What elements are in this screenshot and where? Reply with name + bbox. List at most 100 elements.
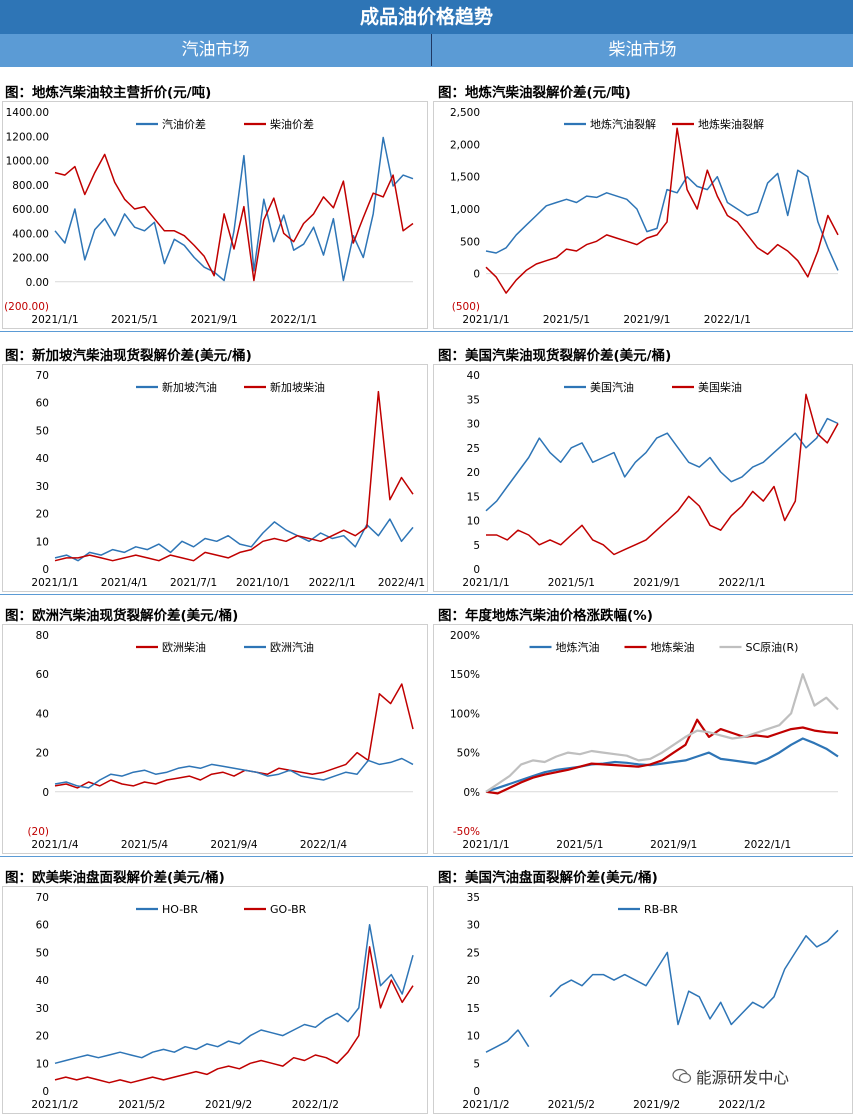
y-tick-label: 1400.00 xyxy=(6,107,49,119)
y-tick-label: 30 xyxy=(36,1003,49,1015)
y-tick-label: 200.00 xyxy=(12,253,49,265)
y-tick-label: 1,500 xyxy=(450,172,480,184)
wechat-icon xyxy=(672,1068,692,1084)
chart-refinery-discount: (200.00) 0.00 200.00 400.00 600.00 800.00 1000… xyxy=(2,101,428,329)
y-tick-label: 15 xyxy=(467,491,480,503)
legend-label: 柴油价差 xyxy=(270,117,314,131)
y-tick-label: 60 xyxy=(36,398,49,410)
y-tick-label: 800.00 xyxy=(12,180,49,192)
y-tick-label: 2,500 xyxy=(450,107,480,119)
x-tick-label: 2021/5/1 xyxy=(111,314,158,326)
y-tick-label: 10 xyxy=(467,1031,480,1043)
x-tick-label: 2021/1/1 xyxy=(31,314,78,326)
y-tick-label: -50% xyxy=(453,826,480,838)
y-tick-label: 25 xyxy=(467,443,480,455)
y-tick-label: 1000.00 xyxy=(6,156,49,168)
y-tick-label: 15 xyxy=(467,1003,480,1015)
x-tick-label: 2021/9/2 xyxy=(633,1099,680,1111)
x-tick-label: 2021/10/1 xyxy=(236,577,290,589)
y-tick-label: 60 xyxy=(36,920,49,932)
series-line xyxy=(54,136,414,282)
y-tick-label: 20 xyxy=(36,748,49,760)
legend-label: 地炼汽油裂解 xyxy=(590,117,656,131)
x-tick-label: 2021/5/1 xyxy=(543,314,590,326)
chart-refinery-crack: (500) 0 500 1,000 1,500 2,000 2,500 2021/1/1 202… xyxy=(433,101,853,329)
legend-label: HO-BR xyxy=(162,903,198,916)
y-tick-label: 0 xyxy=(473,1086,480,1098)
y-tick-label: 200% xyxy=(450,630,480,642)
x-tick-label: 2021/1/2 xyxy=(462,1099,509,1111)
y-tick-label: 100% xyxy=(450,708,480,720)
y-tick-label: 25 xyxy=(467,947,480,959)
x-tick-label: 2022/1/4 xyxy=(300,839,347,851)
y-tick-label: 0.00 xyxy=(26,277,49,289)
y-tick-label: 0 xyxy=(42,1086,49,1098)
y-tick-label: 10 xyxy=(36,536,49,548)
x-tick-label: 2021/1/1 xyxy=(462,577,509,589)
x-tick-label: 2021/1/1 xyxy=(31,577,78,589)
series-line xyxy=(485,169,839,271)
series-line xyxy=(54,923,414,1065)
y-tick-label: 50 xyxy=(36,947,49,959)
legend-label: 地炼柴油裂解 xyxy=(698,117,764,131)
y-tick-label: 0 xyxy=(473,269,480,281)
y-tick-label: 50% xyxy=(457,748,480,760)
y-tick-label: 0 xyxy=(42,787,49,799)
x-tick-label: 2021/5/1 xyxy=(548,577,595,589)
y-tick-label: 600.00 xyxy=(12,204,49,216)
x-tick-label: 2022/1/1 xyxy=(309,577,356,589)
legend-label: 地炼柴油 xyxy=(651,640,695,654)
x-tick-label: 2022/1/2 xyxy=(292,1099,339,1111)
x-tick-label: 2021/9/2 xyxy=(205,1099,252,1111)
y-tick-label: 60 xyxy=(36,669,49,681)
y-tick-label: 20 xyxy=(36,509,49,521)
x-tick-label: 2022/1/2 xyxy=(718,1099,765,1111)
y-tick-label: 0 xyxy=(473,564,480,576)
y-tick-label: 150% xyxy=(450,669,480,681)
x-tick-label: 2021/5/2 xyxy=(548,1099,595,1111)
y-tick-label: 40 xyxy=(36,708,49,720)
y-tick-label: 30 xyxy=(467,920,480,932)
series-line xyxy=(54,946,414,1084)
y-tick-label: 0% xyxy=(463,787,480,799)
chart-svg: 0 5 10 15 20 25 30 35 2021/1/2 2021/5/2 2021/9/2 20… xyxy=(462,892,839,1111)
series-line xyxy=(54,757,414,789)
page-header: 成品油价格趋势 xyxy=(0,0,853,34)
chart-us-gasoline-futures-crack: 0 5 10 15 20 25 30 35 2021/1/2 2021/5/2 2021/9/2 20… xyxy=(433,886,853,1114)
x-tick-label: 2021/9/1 xyxy=(623,314,670,326)
chart-title-singapore-crack: 图：新加坡汽柴油现货裂解价差(美元/桶) xyxy=(5,348,252,364)
y-tick-label: (500) xyxy=(452,301,480,313)
chart-us-spot-crack: 0 5 10 15 20 25 30 35 40 2021/1/1 2021/5/1 2021/9/1… xyxy=(433,364,853,592)
section-gasoline-market: 汽油市场 xyxy=(0,34,431,66)
x-tick-label: 2022/4/1 xyxy=(378,577,425,589)
x-tick-label: 2021/1/1 xyxy=(462,839,509,851)
series-line xyxy=(485,673,839,793)
chart-title-refinery-discount: 图：地炼汽柴油较主营折价(元/吨) xyxy=(5,85,212,101)
chart-svg: 0 10 20 30 40 50 60 70 2021/1/2 2021/5/2 2021/9/2 2… xyxy=(31,892,414,1111)
y-tick-label: 1200.00 xyxy=(6,131,49,143)
y-tick-label: 500 xyxy=(460,236,480,248)
series-line xyxy=(485,718,839,795)
watermark-text: 能源研发中心 xyxy=(696,1069,790,1087)
series-line xyxy=(485,929,839,1053)
x-tick-label: 2021/9/1 xyxy=(633,577,680,589)
legend-label: RB-BR xyxy=(644,903,678,916)
chart-annual-change: -50% 0% 50% 100% 150% 200% 2021/1/1 2021/5/1 202… xyxy=(433,624,853,854)
y-tick-label: 40 xyxy=(36,453,49,465)
row-divider xyxy=(0,331,853,332)
y-tick-label: 10 xyxy=(36,1058,49,1070)
row-divider xyxy=(0,594,853,595)
legend-label: 美国汽油 xyxy=(590,380,634,394)
chart-title-us-spot-crack: 图：美国汽柴油现货裂解价差(美元/桶) xyxy=(438,348,672,364)
legend-label: 新加坡汽油 xyxy=(162,380,217,394)
y-tick-label: (200.00) xyxy=(4,301,49,313)
chart-singapore-crack: 0 10 20 30 40 50 60 70 2021/1/1 2021/4/1 2021/7/1 2… xyxy=(2,364,428,592)
y-tick-label: 70 xyxy=(36,892,49,904)
series-line xyxy=(486,393,839,556)
chart-svg: (200.00) 0.00 200.00 400.00 600.00 800.00 1000… xyxy=(4,107,414,326)
y-tick-label: 40 xyxy=(467,370,480,382)
x-tick-label: 2021/4/1 xyxy=(101,577,148,589)
y-tick-label: 35 xyxy=(467,394,480,406)
row-divider xyxy=(0,856,853,857)
y-tick-label: 400.00 xyxy=(12,228,49,240)
